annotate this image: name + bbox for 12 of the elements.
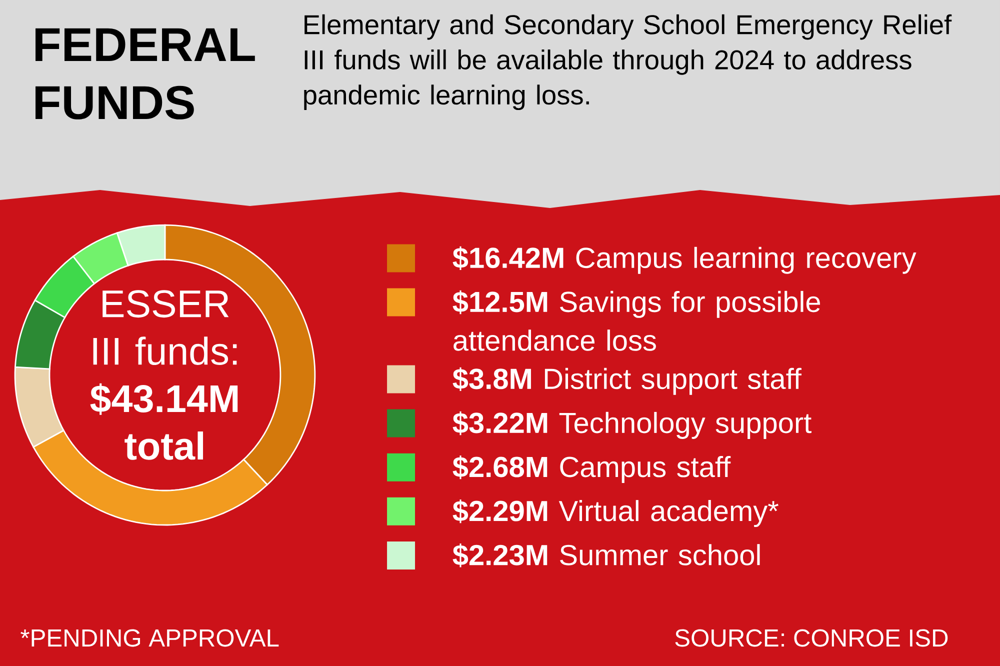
text: *PENDING APPROVAL [20, 629, 279, 647]
legend-label: $12.5M Savings for possible attendance loss [452, 290, 820, 351]
chart-title: FEDERAL FUNDS [36, 28, 255, 120]
legend-label: $3.8M District support staff [452, 367, 802, 395]
legend-label: $2.23M Summer school [452, 544, 760, 568]
legend-label: $3.22M Technology support [452, 411, 812, 439]
legend-label: $2.29M Virtual academy* [452, 500, 778, 528]
legend-label: $2.68M Campus staff [452, 455, 731, 483]
text: ESSER III funds: $43.14M total [90, 290, 238, 460]
chart-subtitle: Elementary and Secondary School Emergency Relief III funds will be available through 2024 to address pandemic learning loss. [304, 14, 952, 110]
source-note: SOURCE: CONROE ISD [675, 629, 948, 647]
legend-label: $16.42M Campus learning recovery [452, 246, 916, 274]
